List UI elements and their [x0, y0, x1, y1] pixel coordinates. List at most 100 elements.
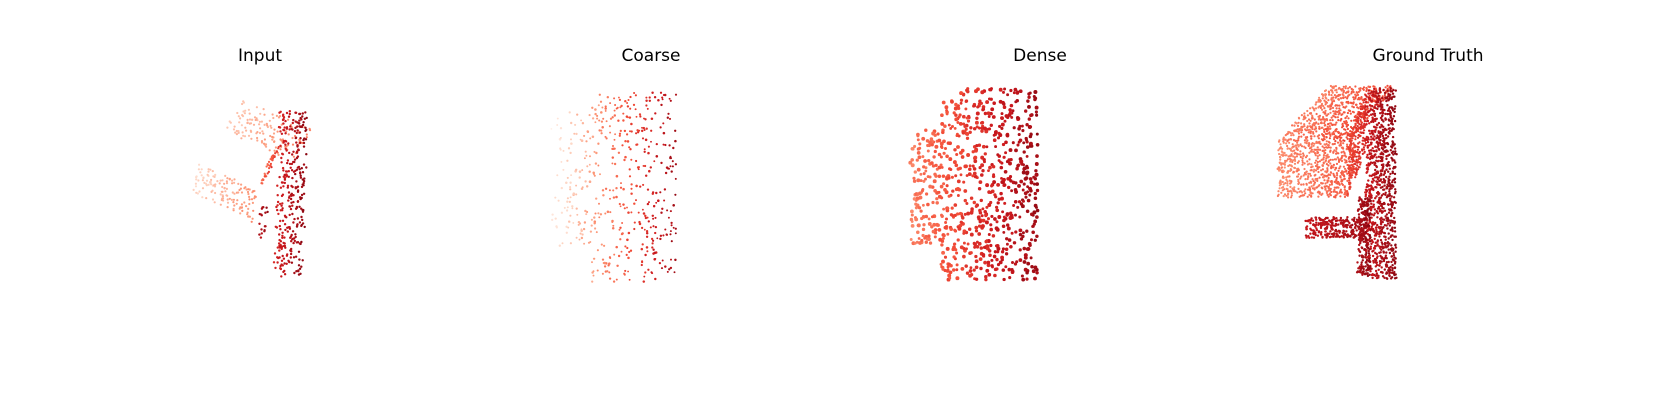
coarse-point [657, 99, 660, 102]
gt-point [1308, 122, 1311, 125]
gt-point [1331, 158, 1334, 161]
dense-point [940, 121, 945, 126]
gt-point [1382, 99, 1385, 102]
coarse-point [645, 96, 648, 99]
gt-point [1298, 190, 1301, 193]
input-point [295, 205, 299, 209]
coarse-point [551, 218, 554, 222]
input-point [240, 124, 243, 127]
gt-point [1385, 265, 1388, 268]
dense-point [952, 255, 956, 259]
gt-point [1376, 183, 1379, 186]
coarse-point [617, 119, 620, 122]
gt-point [1364, 240, 1367, 244]
gt-point [1387, 99, 1390, 102]
gt-point [1394, 250, 1397, 253]
dense-point [1014, 181, 1018, 185]
gt-point [1314, 223, 1318, 227]
coarse-point [638, 166, 640, 169]
input-point [239, 117, 242, 120]
gt-point [1294, 190, 1297, 193]
gt-point [1345, 100, 1348, 104]
coarse-point [643, 228, 646, 231]
gt-point [1367, 213, 1370, 216]
coarse-point [654, 112, 657, 115]
dense-point [916, 230, 920, 235]
gt-point [1314, 152, 1317, 155]
gt-point [1283, 193, 1287, 196]
gt-point [1325, 157, 1328, 160]
gt-point [1290, 149, 1293, 152]
gt-point [1334, 190, 1337, 193]
coarse-point [654, 216, 657, 219]
gt-point [1300, 183, 1303, 186]
gt-point [1375, 140, 1379, 143]
coarse-point [590, 224, 593, 227]
gt-point [1278, 169, 1281, 172]
gt-point [1393, 147, 1397, 150]
gt-point [1278, 187, 1281, 190]
gt-point [1342, 111, 1345, 114]
gt-point [1369, 149, 1373, 152]
dense-point [959, 220, 963, 224]
dense-point [936, 132, 940, 136]
input-point [282, 113, 285, 116]
gt-point [1324, 159, 1328, 162]
gt-point [1388, 251, 1392, 255]
input-point [225, 182, 229, 185]
input-point [224, 174, 227, 177]
gt-point [1379, 262, 1382, 265]
input-point [237, 130, 240, 133]
gt-point [1371, 161, 1374, 165]
input-point [219, 179, 222, 182]
gt-point [1341, 125, 1345, 128]
gt-point [1320, 121, 1323, 124]
input-point [224, 190, 227, 193]
dense-point [967, 227, 972, 231]
gt-point [1325, 129, 1329, 133]
dense-point [1005, 133, 1009, 137]
input-point [296, 145, 299, 148]
gt-point [1373, 237, 1376, 241]
gt-point [1391, 106, 1394, 109]
gt-point [1328, 93, 1331, 96]
gt-point [1378, 260, 1382, 263]
gt-point [1343, 175, 1346, 178]
gt-point [1369, 265, 1372, 268]
input-point [266, 172, 269, 175]
gt-point [1314, 154, 1317, 157]
gt-point [1381, 143, 1384, 146]
input-point [292, 194, 295, 197]
gt-point [1322, 149, 1325, 152]
gt-point [1375, 228, 1378, 232]
gt-point [1313, 168, 1316, 171]
input-point [293, 130, 297, 133]
gt-point [1342, 133, 1345, 136]
coarse-point [630, 192, 633, 195]
dense-point [1028, 134, 1033, 139]
point-cloud-dense [908, 87, 1040, 282]
gt-point [1348, 181, 1351, 184]
coarse-point [633, 91, 636, 95]
input-point [237, 191, 240, 194]
gt-point [1297, 187, 1300, 190]
gt-point [1301, 161, 1304, 164]
dense-point [927, 221, 932, 226]
gt-point [1366, 140, 1370, 144]
gt-point [1305, 236, 1308, 239]
gt-point [1360, 219, 1363, 223]
dense-point [1016, 205, 1020, 209]
gt-point [1366, 170, 1369, 173]
gt-point [1346, 190, 1349, 193]
gt-point [1321, 168, 1324, 171]
dense-point [926, 202, 930, 207]
dense-point [921, 227, 926, 232]
gt-point [1326, 234, 1329, 238]
gt-point [1364, 105, 1367, 108]
coarse-point [654, 231, 657, 235]
dense-point [962, 122, 966, 126]
input-point [293, 271, 296, 275]
coarse-point [572, 221, 575, 224]
gt-point [1315, 218, 1318, 221]
dense-point [1023, 255, 1028, 260]
